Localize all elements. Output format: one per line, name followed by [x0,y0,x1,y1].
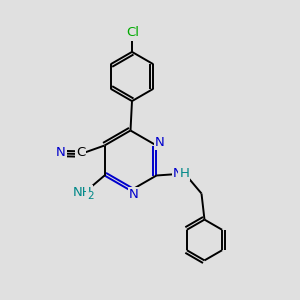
Text: N: N [173,167,183,180]
Text: NH: NH [73,186,92,200]
Text: N: N [56,146,66,159]
Text: H: H [179,167,189,180]
Text: Cl: Cl [126,26,139,39]
Text: C: C [76,146,85,159]
Text: N: N [129,188,138,201]
Text: 2: 2 [87,191,94,202]
Text: N: N [155,136,165,149]
